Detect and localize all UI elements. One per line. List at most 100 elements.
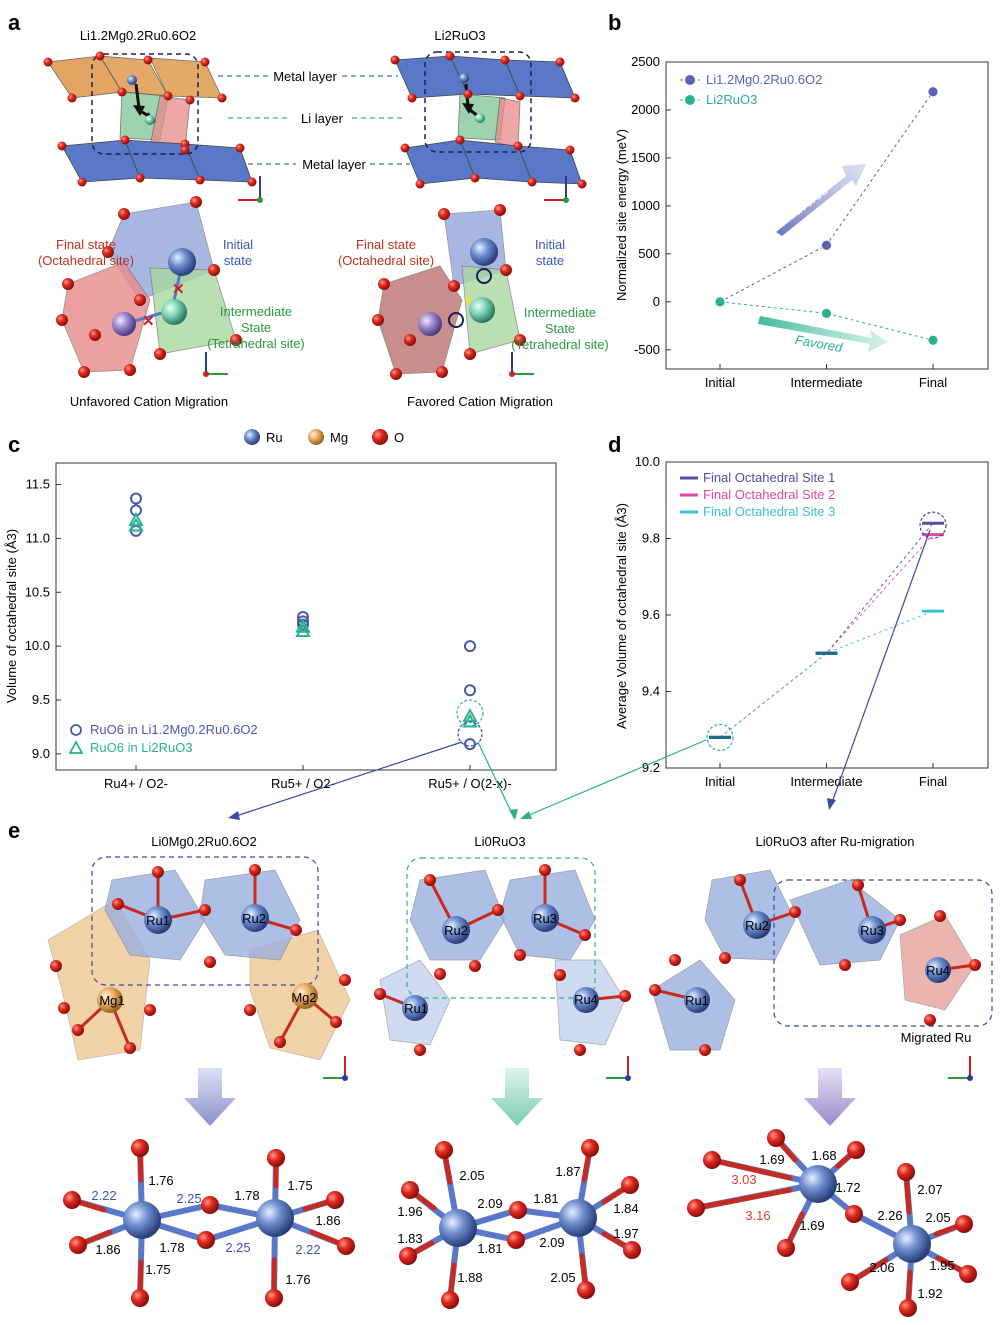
metal-layer-label-top: Metal layer (273, 69, 337, 84)
atom-label-3-3: Ru4 (926, 963, 950, 978)
atom-label-3-2: Ru1 (685, 993, 709, 1008)
legend-label: Li1.2Mg0.2Ru0.6O2 (706, 72, 822, 87)
bond-2-7: 1.81 (477, 1241, 502, 1256)
bond-1-0: 2.22 (91, 1188, 116, 1203)
axes-icon-e1 (323, 1056, 348, 1081)
bond-1-9: 2.22 (295, 1242, 320, 1257)
y-tick-label: 500 (638, 246, 660, 261)
highlight-circle-c-blue (457, 721, 483, 747)
panel-a: a Li1.2Mg0.2Ru0.6O2 Li2RuO3 (8, 10, 609, 409)
panel-d-x-ticks: Initial Intermediate Final (705, 763, 947, 789)
atom-legend-marker (372, 429, 388, 445)
bond-2-10: 1.88 (457, 1270, 482, 1285)
panel-d-series (706, 511, 947, 752)
favored-arrow (758, 316, 888, 352)
bond-1-3: 1.78 (234, 1188, 259, 1203)
data-point-circle (130, 492, 142, 505)
x-tick-label: Intermediate (790, 774, 862, 789)
panel-d-y-label: Average Volume of octahedral site (Å3) (614, 503, 629, 729)
panel-c: c Ru Mg O 11.5 11.0 10.5 10.0 9.5 9.0 Ru4+ / O2… (4, 429, 557, 791)
right-intermediate-1: Intermediate (524, 305, 596, 320)
blocked-mark-2: ✕ (142, 313, 155, 330)
metal-layer-label-bottom: Metal layer (302, 157, 366, 172)
legend-label: RuO6 in Li2RuO3 (90, 740, 193, 755)
axes-icon-e2 (606, 1056, 631, 1081)
y-tick-label: 1500 (631, 150, 660, 165)
panel-b-series (714, 86, 939, 346)
bond-diagram-1 (63, 1139, 355, 1307)
highlight-circle-c-green (456, 699, 484, 727)
legend-marker (685, 95, 695, 105)
bond-2-8: 2.09 (539, 1235, 564, 1250)
x-tick-label: Ru4+ / O2- (104, 776, 168, 791)
data-point-triangle (295, 622, 311, 638)
y-tick-label: 2000 (631, 102, 660, 117)
bond-2-6: 1.83 (397, 1231, 422, 1246)
left-initial-state-2: state (224, 253, 252, 268)
left-initial-state-1: Initial (223, 237, 253, 252)
left-migration-structure: ✕ ✕ (56, 196, 242, 378)
legend-label: Final Octahedral Site 1 (703, 470, 835, 485)
migrated-ru-label: Migrated Ru (901, 1030, 972, 1045)
y-tick-label: 10.5 (25, 584, 50, 599)
y-tick-label: 9.2 (642, 760, 660, 775)
data-point (821, 307, 832, 319)
bond-3-5: 1.69 (799, 1218, 824, 1233)
bond-3-6: 2.07 (917, 1182, 942, 1197)
axes-icon-e3 (948, 1056, 973, 1081)
right-final-state-1: Final state (356, 237, 416, 252)
data-point-triangle (128, 517, 144, 532)
bond-2-9: 1.97 (613, 1226, 638, 1241)
panel-b-y-ticks: 2500 2000 1500 1000 500 0 -500 (631, 54, 671, 357)
panel-e-title-1: Li0Mg0.2Ru0.6O2 (151, 834, 257, 849)
atom-label-3-1: Ru3 (860, 923, 884, 938)
x-tick-label: Intermediate (790, 375, 862, 390)
data-point (821, 239, 832, 251)
legend-label: Final Octahedral Site 3 (703, 504, 835, 519)
bond-2-1: 1.87 (555, 1164, 580, 1179)
panel-d-legend: Final Octahedral Site 1 Final Octahedral … (680, 470, 835, 519)
highlight-circle-initial (706, 723, 734, 752)
y-tick-label: 2500 (631, 54, 660, 69)
bond-3-0: 1.69 (759, 1152, 784, 1167)
legend-label: RuO6 in Li1.2Mg0.2Ru0.6O2 (90, 722, 258, 737)
x-tick-label: Ru5+ / O(2-x)- (428, 776, 511, 791)
legend-marker (68, 740, 84, 754)
panel-d-y-ticks: 10.0 9.8 9.6 9.4 9.2 (635, 454, 671, 775)
bond-3-7: 2.26 (877, 1208, 902, 1223)
y-tick-label: 11.0 (26, 530, 50, 545)
down-arrow-2 (491, 1068, 543, 1126)
bond-diagram-2 (399, 1139, 641, 1309)
cross-panel-arrows (228, 529, 931, 820)
panel-letter-c: c (8, 432, 20, 457)
panel-c-series (128, 492, 478, 751)
right-caption: Favored Cation Migration (407, 394, 553, 409)
bond-2-11: 2.05 (550, 1270, 575, 1285)
y-tick-label: 9.5 (32, 692, 50, 707)
right-migration-structure (372, 204, 526, 380)
bond-1-2: 2.25 (176, 1191, 201, 1206)
blocked-mark-1: ✕ (172, 281, 185, 298)
panel-letter-a: a (8, 10, 21, 35)
legend-label: Li2RuO3 (706, 92, 757, 107)
panel-e-title-2: Li0RuO3 (474, 834, 525, 849)
bond-3-1: 1.68 (811, 1148, 836, 1163)
series-line (719, 610, 934, 738)
atom-label-1-3: Mg2 (291, 990, 316, 1005)
panel-e: e Li0Mg0.2Ru0.6O2 Li0RuO3 Li0RuO3 after … (8, 818, 993, 1317)
series-line (719, 301, 934, 341)
y-tick-label: 9.0 (32, 746, 50, 761)
atom-legend-label: O (394, 430, 404, 445)
series-line (719, 534, 934, 738)
y-tick-label: 10.0 (25, 638, 50, 653)
series-line (719, 522, 934, 738)
y-tick-label: 1000 (631, 198, 660, 213)
x-tick-label: Final (919, 375, 947, 390)
atom-label-3-0: Ru2 (745, 918, 769, 933)
bond-3-4: 3.16 (745, 1208, 770, 1223)
data-point-triangle (128, 512, 144, 527)
data-point (927, 86, 939, 98)
bond-1-11: 1.76 (285, 1272, 310, 1287)
bond-3-2: 1.72 (835, 1180, 860, 1195)
